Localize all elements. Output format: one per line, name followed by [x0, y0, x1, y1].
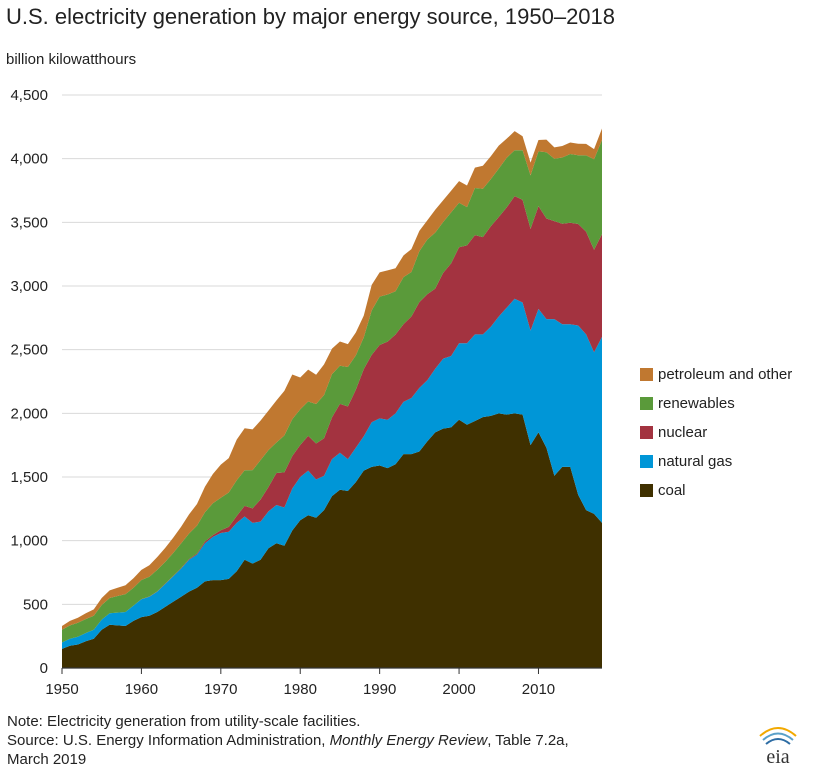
note-line: Note: Electricity generation from utilit…: [7, 713, 361, 730]
x-tick-label: 2000: [442, 681, 475, 698]
legend-label: natural gas: [658, 453, 733, 470]
y-tick-label: 3,000: [10, 278, 48, 295]
area-natural-gas: [62, 298, 602, 649]
y-tick-label: 500: [23, 596, 48, 613]
source-date: March 2019: [7, 751, 87, 768]
legend-item-coal: coal: [640, 476, 792, 505]
chart-notes: Note: Electricity generation from utilit…: [7, 712, 569, 769]
x-tick-label: 1980: [284, 681, 317, 698]
y-tick-label: 4,000: [10, 151, 48, 168]
chart-title: U.S. electricity generation by major ene…: [6, 4, 616, 29]
legend-swatch: [640, 455, 653, 468]
chart-legend: petroleum and other renewables nuclear natu…: [640, 360, 792, 505]
legend-label: petroleum and other: [658, 366, 793, 383]
x-tick-label: 1950: [45, 681, 78, 698]
x-tick-label: 1960: [125, 681, 158, 698]
area-coal: [62, 413, 602, 668]
area-petroleum-and-other: [62, 128, 602, 630]
y-tick-label: 3,500: [10, 214, 48, 231]
eia-logo-text: eia: [766, 746, 789, 766]
legend-item-petroleum-and-other: petroleum and other: [640, 360, 792, 389]
y-tick-label: 0: [40, 660, 48, 677]
source-line: Source: U.S. Energy Information Administ…: [7, 732, 569, 749]
legend-swatch: [640, 397, 653, 410]
legend-label: renewables: [658, 395, 735, 412]
legend-item-nuclear: nuclear: [640, 418, 792, 447]
y-axis-unit-label: billion kilowatthours: [6, 51, 137, 68]
y-tick-label: 4,500: [10, 87, 48, 104]
area-nuclear: [62, 196, 602, 643]
legend-swatch: [640, 426, 653, 439]
y-tick-label: 1,000: [10, 533, 48, 550]
area-renewables: [62, 139, 602, 643]
legend-item-natural-gas: natural gas: [640, 447, 792, 476]
y-tick-label: 2,000: [10, 405, 48, 422]
legend-swatch: [640, 484, 653, 497]
legend-label: nuclear: [658, 424, 708, 441]
x-tick-label: 1970: [204, 681, 237, 698]
x-tick-label: 1990: [363, 681, 396, 698]
y-tick-label: 2,500: [10, 342, 48, 359]
legend-label: coal: [658, 482, 686, 499]
legend-item-renewables: renewables: [640, 389, 792, 418]
y-tick-label: 1,500: [10, 469, 48, 486]
eia-logo: eia: [759, 727, 797, 766]
x-tick-label: 2010: [522, 681, 555, 698]
legend-swatch: [640, 368, 653, 381]
